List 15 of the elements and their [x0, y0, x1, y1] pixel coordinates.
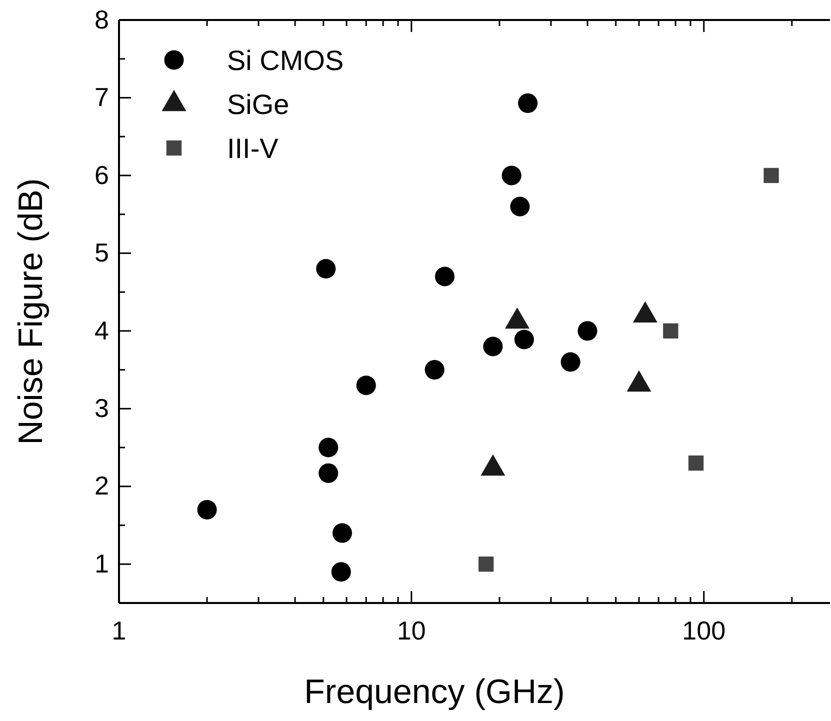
y-tick-label: 4 [94, 315, 109, 346]
y-tick-label: 7 [94, 82, 109, 112]
x-axis-title: Frequency (GHz) [304, 673, 565, 711]
x-tick-label: 100 [682, 615, 726, 646]
y-tick-label: 3 [94, 392, 109, 423]
y-tick-label: 5 [94, 238, 109, 268]
y-tick-label: 2 [94, 470, 109, 501]
legend-label: Si CMOS [227, 45, 344, 76]
x-tick-label: 10 [396, 615, 426, 646]
y-tick-label: 8 [94, 4, 109, 34]
y-tick-label: 6 [94, 160, 109, 190]
legend-label: III-V [227, 133, 279, 164]
y-axis-title: Noise Figure (dB) [12, 178, 50, 445]
y-tick-label: 1 [94, 548, 109, 578]
legend-label: SiGe [227, 89, 290, 120]
